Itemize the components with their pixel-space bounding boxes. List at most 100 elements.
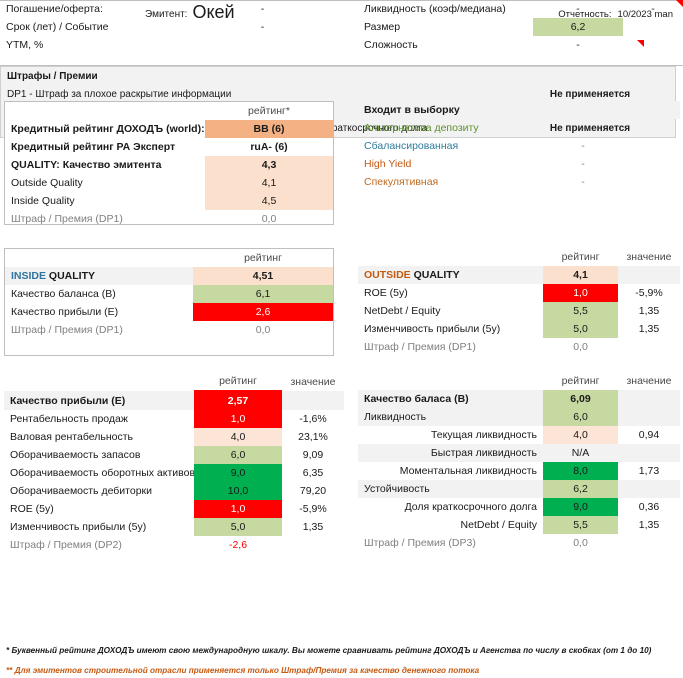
earnings-row-value: 6,0: [194, 446, 282, 464]
balance-row-label: Ликвидность: [364, 411, 427, 423]
inside-row-value: 2,6: [193, 303, 333, 321]
sample-value: -: [581, 122, 585, 134]
balance-row-label: Быстрая ликвидность: [430, 447, 537, 459]
sample-panel-title: Входит в выборку: [358, 101, 680, 119]
sample-label: Спекулятивная: [364, 176, 439, 188]
comment-marker-icon: [637, 40, 644, 47]
outside-row-label: NetDebt / Equity: [364, 305, 441, 317]
earnings-row-value-2: -5,9%: [299, 503, 327, 515]
outside-title-prefix: OUTSIDE: [364, 269, 411, 281]
table-row: Качество баласа (B) 6,09: [358, 390, 680, 408]
balance-quality-value: 6,09: [543, 390, 618, 408]
earnings-row-label: Оборачиваемость дебиторки: [10, 485, 153, 497]
earnings-row-value-2: [282, 536, 344, 554]
balance-row-value-2: 0,36: [638, 501, 660, 513]
earnings-row-label: ROE (5y): [10, 503, 54, 515]
rating-label: Штраф / Премия (DP1): [11, 213, 123, 225]
balance-row-value: 4,0: [543, 426, 618, 444]
earnings-row-value: 4,0: [194, 428, 282, 446]
earnings-row-label: Рентабельность продаж: [10, 413, 128, 425]
penalties-title: Штрафы / Премии: [7, 71, 98, 82]
rating-value: BB (6): [205, 120, 333, 138]
balance-row-value: 6,2: [543, 480, 618, 498]
sample-membership-table: Альтернатива депозиту - Сбалансированная - H…: [358, 119, 680, 191]
outside-row-value-2: -5,9%: [635, 287, 663, 299]
issuer-block: Эмитент: Окей: [145, 2, 235, 23]
earnings-row-label: Валовая рентабельность: [10, 431, 133, 443]
earnings-row-value-2: 23,1%: [298, 431, 328, 443]
inside-row-value: 6,1: [193, 285, 333, 303]
footnote-2: ** Для эмитентов строительной отрасли пр…: [6, 666, 480, 675]
report-value: 10/2023 man: [617, 9, 673, 20]
summary-bar-left: Погашение/оферта: - Срок (лет) / Событие - Y…: [0, 0, 350, 54]
summary-label: Погашение/оферта:: [6, 3, 103, 15]
summary-label: Срок (лет) / Событие: [6, 21, 109, 33]
earnings-row-value: 9,0: [194, 464, 282, 482]
inside-title-prefix: INSIDE: [11, 270, 47, 282]
outside-title-suffix: QUALITY: [410, 269, 460, 281]
earnings-quality-value: 2,57: [194, 391, 282, 410]
table-row: Устойчивость 6,2: [358, 480, 680, 498]
balance-rating-column-header: рейтинг: [561, 375, 600, 387]
penalty-status: Не применяется: [549, 89, 631, 100]
summary-bar-right: Ликвидность (коэф/медиана) - - Размер 6,2 Сло…: [358, 0, 683, 54]
table-row: Текущая ликвидность 4,0 0,94: [358, 426, 680, 444]
sample-label: Альтернатива депозиту: [364, 122, 479, 134]
inside-quality-table: рейтинг INSIDE QUALITY 4,51 Качество балан…: [5, 249, 333, 339]
outside-row-value-2: 1,35: [638, 305, 660, 317]
earnings-value-column-header: значение: [290, 375, 336, 388]
earnings-quality-panel: рейтинг значение Качество прибыли (E) 2,5…: [4, 372, 344, 554]
rating-value: 4,5: [205, 192, 333, 210]
outside-row-value: 5,0: [543, 320, 618, 338]
rating-value: ruA- (6): [250, 141, 288, 153]
earnings-row-label: Штраф / Премия (DP2): [10, 539, 122, 551]
inside-row-label: Качество прибыли (E): [11, 306, 119, 318]
issuer-label: Эмитент:: [145, 9, 188, 20]
page-header: Эмитент: Окей Отчетность: 10/2023 man: [0, 0, 683, 28]
earnings-quality-table: рейтинг значение Качество прибыли (E) 2,5…: [4, 372, 344, 554]
rating-label: Кредитный рейтинг ДОХОДЪ (world):: [11, 123, 205, 135]
earnings-row-value-2: 9,09: [302, 449, 324, 461]
summary-label: YTM, %: [6, 39, 44, 51]
earnings-row-label: Оборачиваемость запасов: [10, 449, 141, 461]
inside-quality-title: INSIDE QUALITY: [5, 267, 193, 285]
comment-marker-icon: [676, 0, 683, 7]
summary-value: [175, 36, 350, 54]
summary-value: -: [576, 39, 580, 51]
rating-column-header: рейтинг*: [248, 105, 290, 117]
balance-row-label: NetDebt / Equity: [460, 519, 537, 531]
balance-row-label: Штраф / Премия (DP3): [364, 537, 476, 549]
rating-value: 4,1: [205, 174, 333, 192]
inside-quality-panel: рейтинг INSIDE QUALITY 4,51 Качество балан…: [4, 248, 334, 356]
inside-row-label: Качество баланса (B): [11, 288, 116, 300]
summary-value: -: [260, 21, 265, 33]
inside-row-value: 0,0: [255, 324, 271, 336]
earnings-row-label: Оборачиваемость оборотных активов: [10, 467, 194, 479]
rating-label: Inside Quality: [11, 195, 75, 207]
inside-title-suffix: QUALITY: [46, 270, 96, 282]
rating-value: 4,3: [205, 156, 333, 174]
table-row: Качество прибыли (E) 2,57: [4, 391, 344, 410]
rating-value: 0,0: [261, 213, 277, 225]
balance-row-value: 0,0: [573, 537, 588, 549]
footnote-1: * Буквенный рейтинг ДОХОДЪ имеют свою ме…: [6, 646, 652, 655]
balance-row-label: Доля краткосрочного долга: [404, 501, 537, 513]
rating-label: Кредитный рейтинг РА Эксперт: [11, 141, 176, 153]
summary-label: Ликвидность (коэф/медиана): [364, 3, 506, 15]
earnings-row-label: Изменчивость прибыли (5y): [10, 521, 147, 533]
balance-row-value-2: [618, 480, 680, 498]
earnings-quality-title: Качество прибыли (E): [10, 394, 126, 407]
summary-value: -: [576, 3, 580, 15]
summary-label: Сложность: [364, 39, 418, 51]
sample-value: -: [581, 140, 585, 152]
balance-row-value-2: [618, 408, 680, 426]
earnings-row-value: 1,0: [194, 500, 282, 518]
summary-bar: Погашение/оферта: - Срок (лет) / Событие - Y…: [0, 0, 683, 66]
earnings-row-value: -2,6: [228, 539, 248, 551]
balance-row-value: N/A: [571, 447, 590, 459]
balance-row-value-2: 1,73: [638, 465, 660, 477]
table-row: Штраф / Премия (DP3) 0,0: [358, 534, 680, 552]
summary-value: 6,2: [533, 18, 623, 36]
earnings-row-value: 10,0: [194, 482, 282, 500]
sample-label: Сбалансированная: [364, 140, 459, 152]
